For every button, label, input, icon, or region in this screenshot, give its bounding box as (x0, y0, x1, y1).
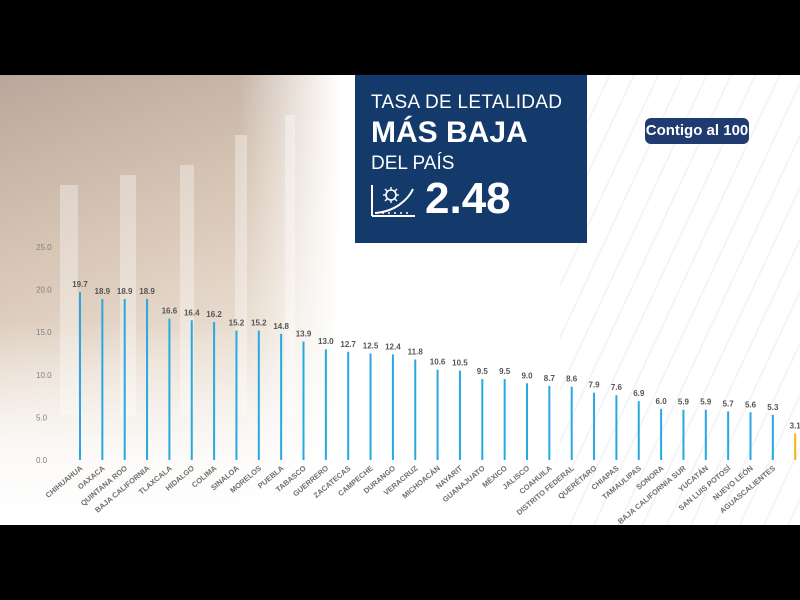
bar (548, 385, 551, 460)
value-label: 7.9 (588, 381, 600, 390)
bar (391, 354, 394, 460)
value-label: 16.2 (206, 310, 222, 319)
y-axis: 0.0 5.0 10.0 15.0 20.0 25.0 (36, 243, 52, 465)
value-label: 3.1 (790, 422, 800, 431)
bar (749, 412, 752, 460)
headline-banner: TASA DE LETALIDAD MÁS BAJA DEL PAÍS 2.48 (355, 75, 587, 243)
bar (771, 414, 774, 460)
bar (593, 392, 596, 460)
bar (79, 292, 81, 460)
bar (257, 330, 260, 460)
value-label: 18.9 (139, 287, 155, 296)
bar (794, 433, 797, 460)
bar (101, 298, 104, 460)
background-stripes (560, 75, 800, 525)
value-label: 9.5 (499, 367, 511, 376)
bar (280, 333, 283, 460)
bar (235, 330, 238, 460)
value-label: 9.0 (521, 371, 533, 380)
value-label: 12.7 (340, 340, 356, 349)
value-label: 8.6 (566, 375, 578, 384)
value-label: 5.6 (745, 400, 757, 409)
bar-chart: 0.05.010.015.020.025.0 19.718.9 18.9 18.91… (36, 243, 800, 525)
bar (190, 320, 193, 460)
value-label: 15.2 (229, 318, 245, 327)
bar (324, 349, 327, 460)
contigo-al-100-logo: Contigo al 100 (645, 118, 749, 144)
banner-line-1: TASA DE LETALIDAD (371, 92, 563, 113)
value-label: 6.9 (633, 389, 645, 398)
bar (481, 379, 484, 460)
value-label: 18.9 (95, 287, 111, 296)
value-label: 7.6 (611, 383, 623, 392)
value-label: 5.9 (678, 398, 690, 407)
value-label: 5.9 (700, 398, 712, 407)
value-label: 10.6 (430, 358, 446, 367)
value-label: 14.8 (273, 322, 289, 331)
chart-virus-icon (371, 185, 415, 217)
bar (414, 359, 417, 460)
value-label: 15.2 (251, 318, 267, 327)
bar (637, 401, 640, 460)
value-label: 9.5 (477, 367, 489, 376)
bar (727, 411, 730, 460)
bar (526, 383, 528, 460)
value-label: 10.5 (452, 359, 468, 368)
y-tick-label: 25.0 (36, 243, 52, 252)
background-photo (0, 75, 340, 525)
y-tick-label: 5.0 (36, 413, 48, 422)
value-labels: 19.7 18.9 18.9 18.9 16.6 16.4 16.2 15.2 15.2 14.8… (72, 280, 800, 430)
bar (123, 298, 126, 460)
bar (168, 318, 171, 460)
bar (302, 341, 305, 460)
bar (436, 369, 439, 460)
value-label: 16.6 (162, 307, 178, 316)
value-label: 11.8 (408, 347, 424, 356)
value-label: 13.0 (318, 337, 334, 346)
bar (660, 408, 663, 460)
value-label: 13.9 (296, 330, 312, 339)
bar (213, 321, 216, 460)
y-tick-label: 20.0 (36, 286, 52, 295)
value-label: 6.0 (656, 397, 668, 406)
bar (347, 351, 350, 460)
y-tick-label: 10.0 (36, 371, 52, 380)
value-label: 12.5 (363, 342, 379, 351)
bar (369, 353, 372, 460)
value-label: 18.9 (117, 287, 133, 296)
bar (704, 409, 707, 460)
value-label: 8.7 (544, 374, 556, 383)
value-label: 19.7 (72, 280, 88, 289)
value-label: 16.4 (184, 308, 200, 317)
y-tick-label: 15.0 (36, 328, 52, 337)
banner-value: 2.48 (425, 174, 511, 223)
banner-line-3: DEL PAÍS (371, 153, 455, 174)
bar (146, 298, 149, 460)
bar (503, 379, 506, 460)
value-label: 5.7 (723, 399, 735, 408)
banner-line-2: MÁS BAJA (371, 116, 528, 149)
bars (79, 292, 797, 460)
bar (682, 409, 685, 460)
bar (458, 370, 461, 460)
value-label: 12.4 (385, 342, 401, 351)
bar (615, 395, 618, 460)
y-tick-label: 0.0 (36, 456, 48, 465)
value-label: 5.3 (767, 403, 779, 412)
bar (570, 386, 573, 460)
